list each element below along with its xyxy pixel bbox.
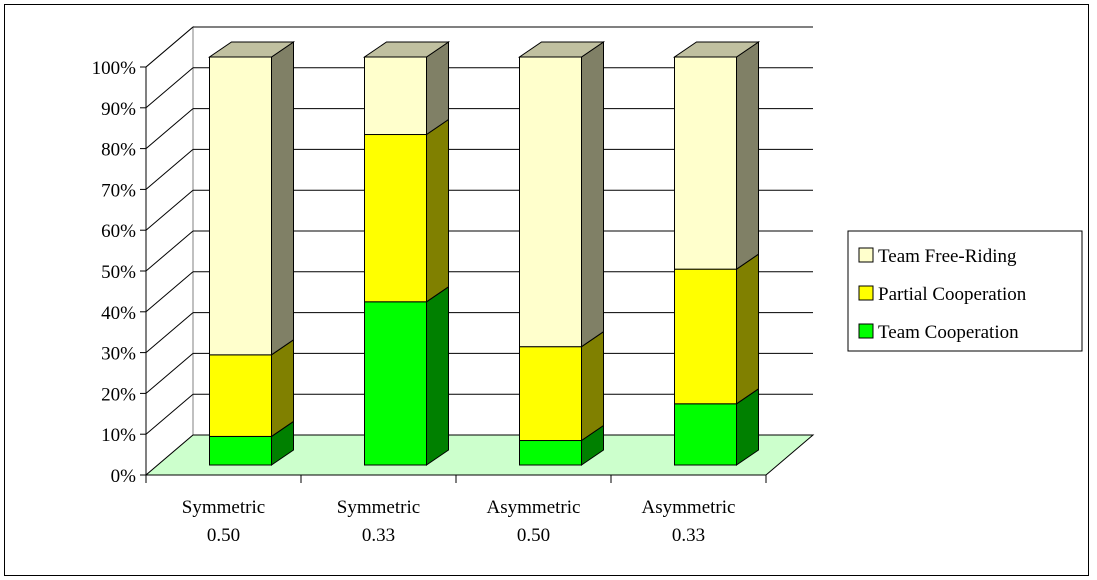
legend-label: Team Cooperation <box>878 322 1019 343</box>
x-category-label: Asymmetric <box>487 497 581 518</box>
bar-segment-team-cooperation <box>364 301 427 466</box>
gridline-side <box>145 353 194 394</box>
gridline-side <box>145 108 194 149</box>
gridline-side <box>145 67 194 109</box>
bar-side-team-free-riding <box>271 41 294 356</box>
bar-segment-partial-cooperation <box>209 354 272 437</box>
bar-segment-team-free-riding <box>364 56 427 136</box>
gridline-side <box>145 230 194 272</box>
legend-swatch-partial-cooperation <box>858 285 874 301</box>
bar-top <box>517 41 606 58</box>
bar-segment-team-free-riding <box>209 56 272 356</box>
y-tick-label: 10% <box>101 425 136 446</box>
bar-side-partial-cooperation <box>736 253 759 405</box>
bar-segment-team-cooperation <box>674 403 737 466</box>
bar-side-team-free-riding <box>581 41 604 348</box>
bar-segment-team-cooperation <box>519 440 582 466</box>
gridline-side <box>145 393 194 435</box>
legend-box <box>847 230 1083 352</box>
x-category-label: 0.33 <box>362 525 395 546</box>
y-tick-label: 0% <box>111 466 137 487</box>
bar-segment-partial-cooperation <box>674 268 737 405</box>
gridline-side <box>145 26 194 68</box>
gridline-side <box>145 149 194 190</box>
x-category-label: 0.33 <box>672 525 705 546</box>
bar-top <box>207 41 296 58</box>
bar-segment-partial-cooperation <box>519 346 582 442</box>
gridline-side <box>145 271 194 313</box>
x-category-label: Symmetric <box>182 497 265 518</box>
y-tick-label: 70% <box>101 180 136 201</box>
bar-top <box>362 41 451 58</box>
bar-side-team-free-riding <box>426 41 449 136</box>
x-category-label: 0.50 <box>207 525 240 546</box>
bar-side-partial-cooperation <box>426 118 449 303</box>
x-category-label: Symmetric <box>337 497 420 518</box>
gridline-side <box>145 189 194 231</box>
y-tick-label: 90% <box>101 99 136 120</box>
y-tick-label: 20% <box>101 384 136 405</box>
y-tick-label: 60% <box>101 221 136 242</box>
bar-segment-partial-cooperation <box>364 134 427 303</box>
x-category-label: 0.50 <box>517 525 550 546</box>
gridline-side <box>145 312 194 353</box>
bar-segment-team-free-riding <box>674 56 737 270</box>
y-tick-label: 40% <box>101 303 136 324</box>
bar-top <box>672 41 761 58</box>
legend-swatch-team-cooperation <box>858 323 874 339</box>
y-tick-label: 80% <box>101 140 136 161</box>
y-tick-label: 100% <box>92 58 137 79</box>
bar-side-partial-cooperation <box>581 330 604 442</box>
x-category-label: Asymmetric <box>642 497 736 518</box>
legend-label: Team Free-Riding <box>878 246 1017 267</box>
legend-label: Partial Cooperation <box>878 284 1027 305</box>
legend-swatch-team-free-riding <box>858 247 874 263</box>
bar-side-team-cooperation <box>426 285 449 466</box>
y-tick-label: 30% <box>101 344 136 365</box>
bar-segment-team-cooperation <box>209 435 272 466</box>
bar-side-partial-cooperation <box>271 338 294 438</box>
bar-segment-team-free-riding <box>519 56 582 348</box>
bar-side-team-free-riding <box>736 41 759 271</box>
y-tick-label: 50% <box>101 262 136 283</box>
